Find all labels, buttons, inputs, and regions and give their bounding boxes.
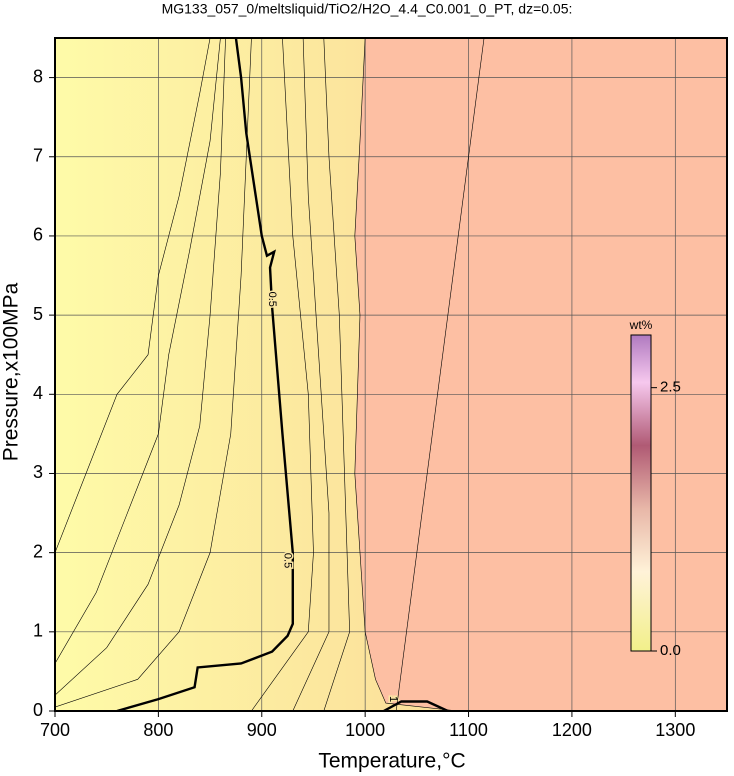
contour-label: 0.5 bbox=[266, 292, 278, 307]
contour-line bbox=[395, 38, 485, 711]
x-tick-label: 800 bbox=[143, 720, 173, 740]
contour-line bbox=[354, 38, 459, 711]
y-tick-label: 3 bbox=[33, 462, 43, 482]
y-tick-label: 0 bbox=[33, 700, 43, 720]
x-axis-label: Temperature,°C bbox=[318, 750, 465, 773]
contour-label: 0.5 bbox=[282, 553, 294, 568]
y-tick-label: 1 bbox=[33, 621, 43, 641]
contour-line bbox=[55, 38, 211, 553]
contour-line-bold bbox=[116, 38, 294, 711]
contour-line bbox=[251, 38, 314, 711]
y-tick-label: 4 bbox=[33, 383, 43, 403]
y-axis-label: Pressure,x100MPa bbox=[0, 282, 23, 461]
x-tick-label: 1300 bbox=[655, 720, 695, 740]
x-tick-label: 1100 bbox=[449, 720, 488, 740]
x-tick-label: 900 bbox=[247, 720, 277, 740]
contour-line bbox=[55, 38, 221, 664]
x-tick-label: 1000 bbox=[345, 720, 385, 740]
overlay: 700 800 900 1000 1100 1200 1300 0 1 2 3 4 5 6 7 8 bbox=[33, 66, 695, 739]
contour-line bbox=[292, 38, 330, 711]
contour-line bbox=[55, 38, 226, 696]
colorbar-label: wt% bbox=[629, 318, 653, 332]
y-tick-label: 8 bbox=[33, 66, 43, 86]
x-tick-label: 700 bbox=[40, 720, 70, 740]
colorbar-tick-label: 0.0 bbox=[660, 642, 681, 659]
contour-label: 1 bbox=[387, 696, 399, 702]
plot-frame bbox=[54, 37, 728, 712]
x-tick-label: 1200 bbox=[552, 720, 592, 740]
y-tick-label: 6 bbox=[33, 225, 43, 245]
filled-region bbox=[354, 38, 727, 711]
contour-line-bold bbox=[383, 700, 449, 711]
contour-line bbox=[55, 38, 252, 708]
contour-line bbox=[323, 38, 350, 711]
colorbar-tick-label: 2.5 bbox=[660, 379, 681, 396]
y-tick-label: 5 bbox=[33, 304, 43, 324]
y-tick-label: 2 bbox=[33, 541, 43, 561]
chart-title: MG133_057_0/meltsliquid/TiO2/H2O_4.4_C0.… bbox=[162, 1, 573, 17]
y-tick-label: 7 bbox=[33, 146, 43, 166]
colorbar bbox=[630, 334, 652, 652]
